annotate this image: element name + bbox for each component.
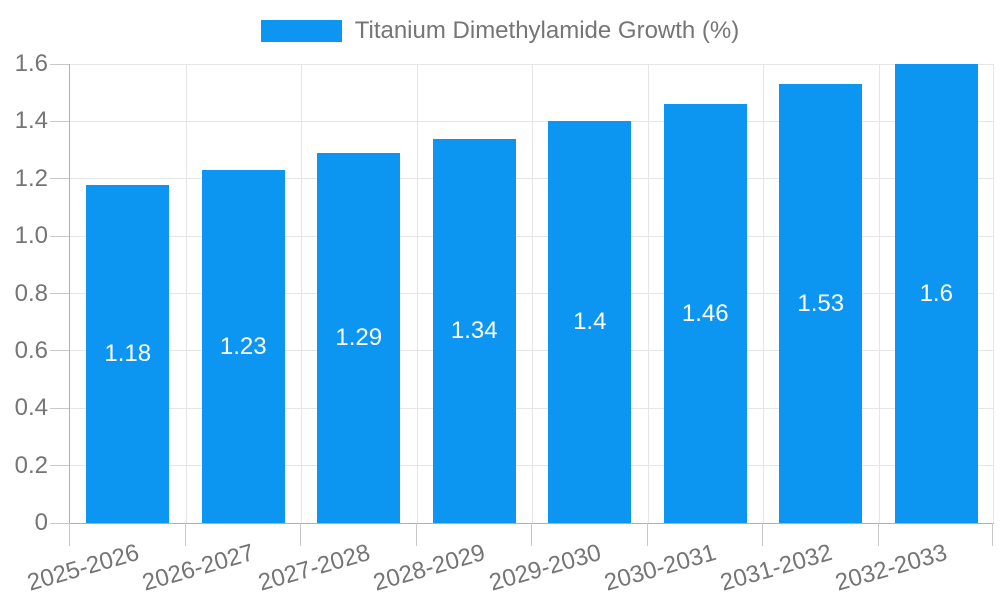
x-gridline (417, 64, 418, 523)
bar-value-label: 1.46 (681, 299, 729, 327)
bar[interactable]: 1.23 (201, 170, 285, 523)
x-gridline (648, 64, 649, 523)
y-tick-label: 0.8 (14, 279, 48, 307)
bar[interactable]: 1.34 (432, 138, 516, 523)
x-gridline (763, 64, 764, 523)
y-tick-label: 1.0 (14, 222, 48, 250)
y-tick-label: 1.6 (14, 50, 48, 77)
bar[interactable]: 1.46 (663, 104, 747, 523)
legend-swatch (260, 20, 342, 42)
y-tick (50, 235, 69, 237)
bar-value-label: 1.23 (219, 332, 267, 360)
bar[interactable]: 1.6 (894, 64, 978, 523)
y-tick (50, 407, 69, 409)
x-gridline (301, 64, 302, 523)
y-tick-label: 1.4 (14, 107, 48, 135)
legend[interactable]: Titanium Dimethylamide Growth (%) (0, 18, 1000, 44)
y-tick-label: 0.4 (14, 394, 48, 422)
x-gridline (879, 64, 880, 523)
y-tick (50, 465, 69, 467)
bar-value-label: 1.29 (335, 323, 383, 351)
x-gridline (186, 64, 187, 523)
legend-label: Titanium Dimethylamide Growth (%) (354, 17, 740, 44)
bar[interactable]: 1.4 (548, 121, 632, 523)
x-tick (416, 523, 417, 546)
y-tick (50, 350, 69, 352)
y-tick (50, 63, 69, 65)
bar[interactable]: 1.18 (86, 184, 170, 523)
x-tick (992, 523, 993, 546)
x-tick (531, 523, 532, 546)
y-tick (50, 522, 69, 524)
y-tick-label: 0 (34, 509, 48, 536)
bar-value-label: 1.53 (797, 289, 845, 317)
x-gridline (532, 64, 533, 523)
y-tick (50, 120, 69, 122)
bar[interactable]: 1.29 (317, 152, 401, 523)
bar-value-label: 1.4 (573, 308, 607, 336)
x-tick (762, 523, 763, 546)
bar-value-label: 1.6 (919, 279, 953, 307)
bar[interactable]: 1.53 (779, 84, 863, 523)
y-tick (50, 178, 69, 180)
x-tick (647, 523, 648, 546)
x-tick (300, 523, 301, 546)
y-tick-label: 0.2 (14, 451, 48, 479)
bar-value-label: 1.34 (450, 316, 498, 344)
y-tick-label: 1.2 (14, 164, 48, 192)
x-tick (878, 523, 879, 546)
x-tick (185, 523, 186, 546)
x-gridline (993, 64, 994, 523)
plot-area: 1.18 1.23 1.29 1.34 1.4 1.46 1.53 1.6 (69, 63, 994, 524)
x-tick (69, 523, 70, 546)
bar-value-label: 1.18 (104, 339, 152, 367)
y-tick (50, 293, 69, 294)
y-tick-label: 0.6 (14, 336, 48, 364)
